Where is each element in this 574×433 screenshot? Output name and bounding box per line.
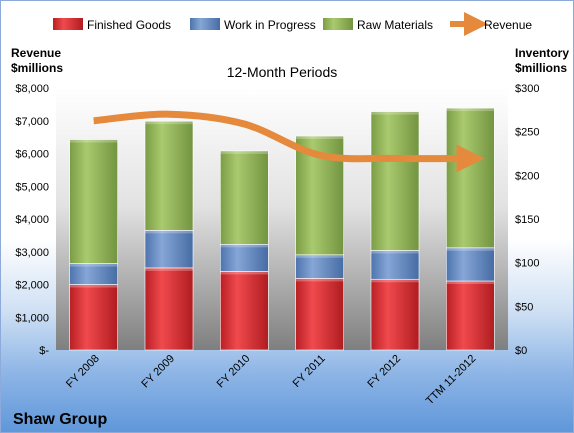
- bar-raw-materials: [370, 111, 420, 251]
- bar-highlight: [145, 121, 193, 125]
- bar-highlight: [69, 139, 118, 143]
- left-axis-tick-label: $2,000: [15, 280, 49, 292]
- bars: [69, 107, 495, 351]
- right-axis-tick-label: $250: [515, 127, 539, 139]
- bar-raw-materials: [220, 150, 269, 245]
- x-tick-label: FY 2009: [139, 353, 177, 391]
- plot-area: [56, 88, 508, 350]
- bar-finished-goods: [144, 267, 194, 351]
- left-axis-tick-label: $-: [39, 345, 49, 357]
- left-axis-tick-label: $4,000: [15, 214, 49, 226]
- bar-finished-goods: [446, 280, 495, 351]
- bar-highlight: [220, 150, 269, 154]
- legend-label: Finished Goods: [87, 18, 171, 32]
- bar-finished-goods: [370, 278, 420, 351]
- bar-work-in-progress: [370, 250, 420, 280]
- x-tick-label: TTM 11-2012: [424, 353, 479, 408]
- bar-highlight: [446, 247, 495, 251]
- right-axis-label-line2: $millions: [515, 61, 567, 75]
- bar-raw-materials: [69, 139, 118, 264]
- left-axis-label-line2: $millions: [11, 61, 63, 75]
- bar-work-in-progress: [69, 263, 118, 285]
- left-axis: $- $1,000 $2,000 $3,000 $4,000 $5,000 $6,000 $7…: [15, 83, 49, 357]
- left-axis-tick-label: $8,000: [15, 83, 49, 95]
- bar-highlight: [371, 250, 419, 254]
- bar-highlight: [295, 278, 344, 282]
- bar-highlight: [145, 267, 193, 271]
- legend-swatch: [190, 18, 220, 30]
- left-axis-label-line1: Revenue: [11, 46, 61, 60]
- bar-finished-goods: [295, 278, 344, 351]
- right-axis: $0 $50 $100 $150 $200 $250 $300: [515, 83, 539, 357]
- bar-highlight: [220, 271, 269, 275]
- bar-finished-goods: [220, 271, 269, 351]
- company-name: Shaw Group: [13, 411, 107, 428]
- x-tick-label: FY 2008: [64, 353, 102, 391]
- legend-label: Work in Progress: [224, 18, 316, 32]
- legend-swatch: [323, 18, 353, 30]
- bar-highlight: [69, 284, 118, 288]
- left-axis-tick-label: $5,000: [15, 181, 49, 193]
- bar-work-in-progress: [220, 244, 269, 272]
- bar-finished-goods: [69, 284, 118, 351]
- right-axis-label-line1: Inventory: [515, 46, 569, 60]
- bar-raw-materials: [144, 120, 194, 231]
- x-tick-label: FY 2012: [365, 353, 403, 391]
- legend-swatch: [53, 18, 83, 30]
- legend-label: Raw Materials: [357, 18, 433, 32]
- revenue-line: [93, 110, 485, 173]
- bar-highlight: [295, 136, 344, 140]
- bar-highlight: [371, 111, 419, 115]
- bar-work-in-progress: [446, 247, 495, 282]
- bar-highlight: [371, 279, 419, 283]
- right-axis-tick-label: $200: [515, 170, 539, 182]
- x-axis: FY 2008 FY 2009 FY 2010 FY 2011 FY 2012 TTM 1…: [64, 353, 478, 408]
- left-axis-tick-label: $1,000: [15, 312, 49, 324]
- bar-raw-materials: [446, 107, 495, 249]
- bar-work-in-progress: [295, 254, 344, 279]
- bar-work-in-progress: [144, 230, 194, 269]
- left-axis-tick-label: $6,000: [15, 149, 49, 161]
- revenue-line-layer: [93, 110, 485, 173]
- bar-highlight: [446, 108, 495, 112]
- bar-highlight: [295, 254, 344, 258]
- right-axis-tick-label: $100: [515, 258, 539, 270]
- x-tick-label: FY 2010: [215, 353, 253, 391]
- legend: Finished Goods Work in Progress Raw Materi…: [53, 12, 532, 36]
- x-tick-label: FY 2011: [291, 353, 328, 390]
- bar-highlight: [446, 281, 495, 285]
- right-axis-tick-label: $150: [515, 214, 539, 226]
- right-axis-tick-label: $50: [515, 301, 533, 313]
- bar-highlight: [220, 244, 269, 248]
- right-axis-tick-label: $0: [515, 345, 527, 357]
- bar-highlight: [69, 263, 118, 267]
- left-axis-tick-label: $3,000: [15, 247, 49, 259]
- legend-label: Revenue: [484, 18, 532, 32]
- chart-title: 12-Month Periods: [227, 64, 338, 80]
- right-axis-tick-label: $300: [515, 83, 539, 95]
- bar-highlight: [145, 230, 193, 234]
- left-axis-tick-label: $7,000: [15, 116, 49, 128]
